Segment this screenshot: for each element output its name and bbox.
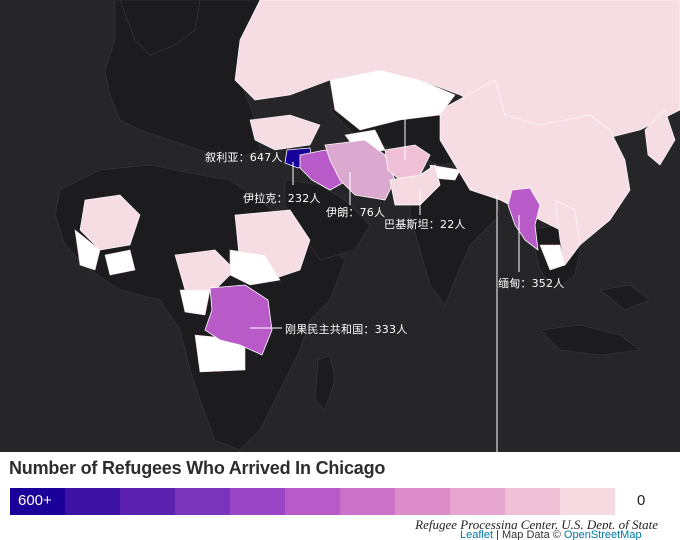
leaflet-link[interactable]: Leaflet	[460, 529, 494, 540]
map-canvas[interactable]: 阿富汗：93人 叙利亚：647人 伊拉克：232人 伊朗：76人 巴基斯坦：22…	[0, 0, 680, 452]
land-cameroon	[179, 289, 211, 316]
legend-min-label: 0	[637, 492, 646, 509]
land-central-africa	[174, 249, 236, 291]
osm-link[interactable]: OpenStreetMap	[563, 529, 642, 540]
legend-swatch	[450, 488, 505, 515]
legend-swatch	[120, 488, 175, 515]
land-madagascar	[314, 354, 336, 411]
legend-swatch	[560, 488, 615, 515]
legend-swatch	[340, 488, 395, 515]
legend-swatch: 600+	[10, 488, 65, 515]
label-iraq: 伊拉克：232人	[243, 192, 321, 205]
land-kazakhstan	[329, 69, 456, 131]
map-attribution: Leaflet | Map Data © OpenStreetMap	[456, 529, 680, 540]
legend-color-scale: 600+ 0	[10, 488, 670, 515]
land-ukraine-turkey	[249, 114, 321, 151]
label-myanmar: 缅甸：352人	[498, 277, 565, 290]
legend-swatch: 0	[615, 488, 670, 515]
legend-swatch	[230, 488, 285, 515]
label-syria: 叙利亚：647人	[205, 151, 283, 164]
land-west-africa	[79, 194, 141, 251]
legend-swatch	[175, 488, 230, 515]
legend-swatch	[505, 488, 560, 515]
label-iran: 伊朗：76人	[326, 206, 386, 219]
legend-swatch	[285, 488, 340, 515]
land-japan	[644, 109, 676, 166]
country-pakistan[interactable]	[389, 164, 441, 206]
country-iran[interactable]	[324, 139, 396, 201]
land-china	[439, 79, 631, 246]
source-credit: Refugee Processing Center, U.S. Dept. of…	[415, 517, 658, 532]
legend-title: Number of Refugees Who Arrived In Chicag…	[9, 458, 386, 478]
land-sudan	[229, 249, 281, 286]
country-drc[interactable]	[204, 284, 273, 356]
legend-swatch	[395, 488, 450, 515]
legend-max-label: 600+	[18, 492, 52, 509]
label-drc: 刚果民主共和国：333人	[285, 323, 408, 336]
land-thailand-white	[539, 244, 566, 271]
label-pakistan: 巴基斯坦：22人	[384, 218, 466, 231]
map-layer	[54, 0, 680, 452]
attribution-separator: | Map Data ©	[493, 529, 564, 540]
land-vietnam	[554, 199, 581, 266]
land-indonesia	[539, 284, 651, 356]
land-scandinavia	[119, 0, 201, 56]
country-myanmar[interactable]	[507, 187, 541, 251]
land-west-africa-white	[74, 229, 136, 276]
label-afghanistan: 阿富汗：93人	[376, 90, 447, 103]
legend-swatch	[65, 488, 120, 515]
